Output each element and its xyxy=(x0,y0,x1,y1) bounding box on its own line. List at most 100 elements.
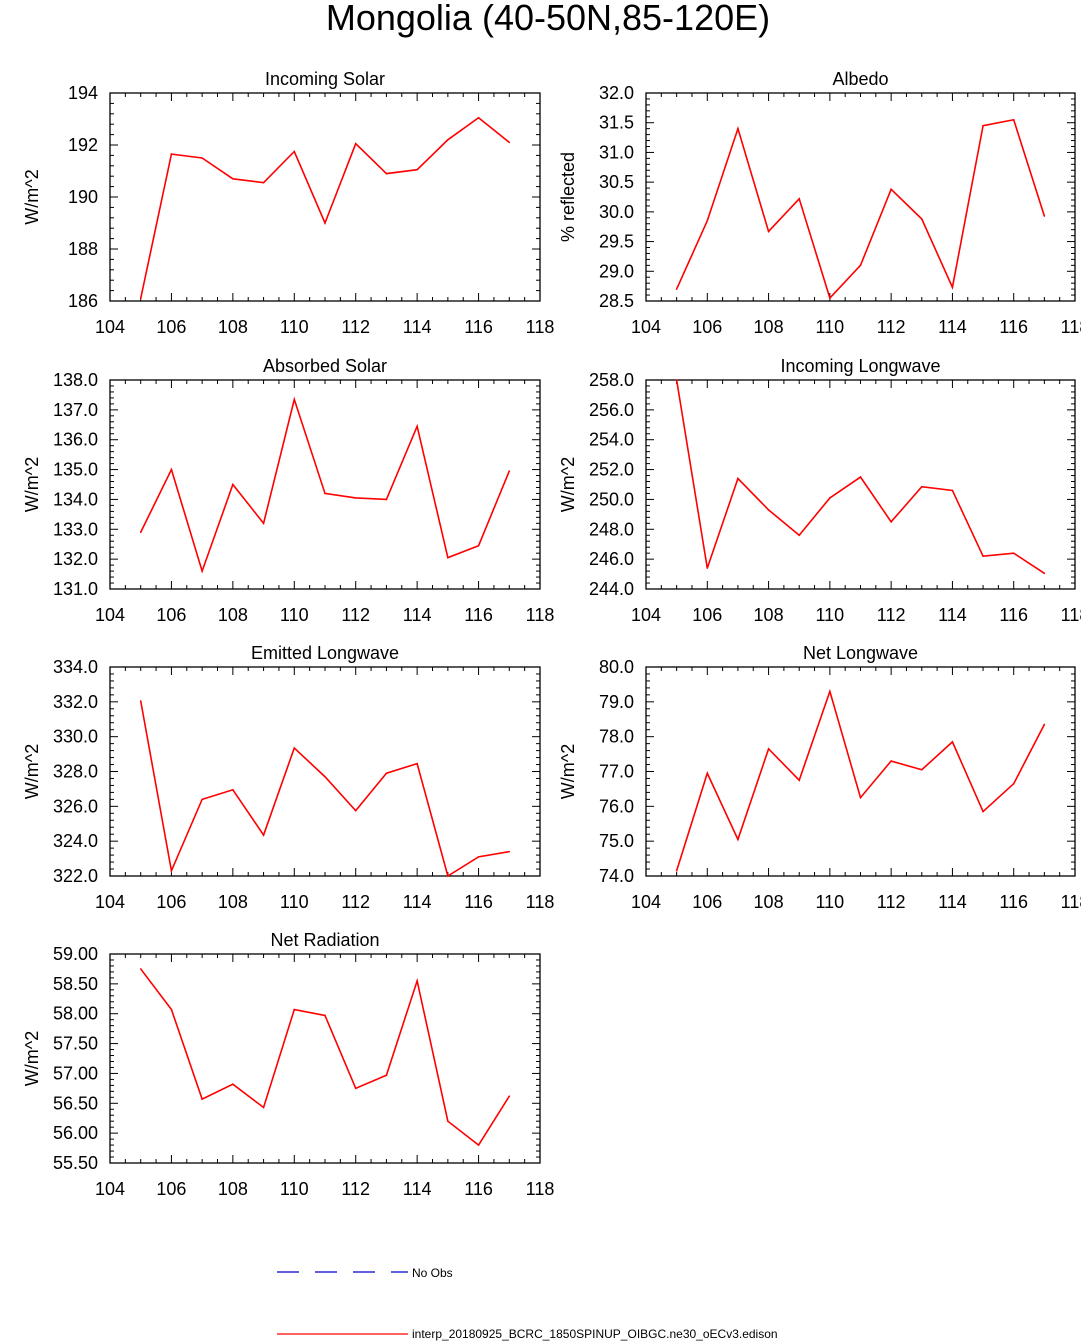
y-tick-label: 76.0 xyxy=(599,796,634,816)
data-point xyxy=(324,492,326,495)
y-tick-label: 29.0 xyxy=(599,261,634,281)
x-tick-label: 112 xyxy=(341,1179,370,1199)
legend-model-label: interp_20180925_BCRC_1850SPINUP_OIBGC.ne… xyxy=(412,1327,778,1341)
data-point xyxy=(293,747,296,749)
data-point xyxy=(354,142,357,145)
data-point xyxy=(477,544,480,547)
y-tick-label: 258.0 xyxy=(589,370,634,390)
y-tick-label: 133.0 xyxy=(53,519,98,539)
x-tick-label: 112 xyxy=(877,605,906,625)
y-axis-label: % reflected xyxy=(558,152,578,242)
y-tick-label: 250.0 xyxy=(589,489,634,509)
x-tick-label: 110 xyxy=(280,317,309,337)
x-tick-label: 112 xyxy=(877,317,906,337)
x-tick-label: 104 xyxy=(95,605,125,625)
y-tick-label: 190 xyxy=(68,187,98,207)
plot-frame xyxy=(109,379,541,590)
y-tick-label: 134.0 xyxy=(53,489,98,509)
data-point xyxy=(416,425,418,428)
data-point xyxy=(324,1014,326,1017)
data-point xyxy=(798,197,801,200)
data-point xyxy=(262,834,265,836)
chart-title: Net Radiation xyxy=(270,930,379,950)
y-tick-label: 194 xyxy=(68,83,98,103)
y-tick-label: 74.0 xyxy=(599,866,634,886)
x-tick-label: 106 xyxy=(692,317,722,337)
y-tick-label: 136.0 xyxy=(53,430,98,450)
chart-albedo: Albedo % reflected 104 106 108 110 112 114 116 11… xyxy=(558,69,1081,337)
data-point xyxy=(675,869,678,872)
x-tick-label: 114 xyxy=(938,317,967,337)
x-tick-label: 108 xyxy=(218,1179,248,1199)
data-point xyxy=(232,483,234,486)
plot-frame xyxy=(109,92,541,302)
data-point xyxy=(982,555,984,557)
y-tick-label: 328.0 xyxy=(53,762,98,782)
x-tick-label: 108 xyxy=(218,892,248,912)
x-tick-label: 118 xyxy=(1061,317,1081,337)
y-tick-label: 246.0 xyxy=(589,549,634,569)
plot-frame xyxy=(645,92,1076,302)
x-tick-label: 118 xyxy=(526,1179,555,1199)
y-tick-label: 131.0 xyxy=(53,579,98,599)
data-point xyxy=(262,522,265,525)
data-point xyxy=(354,1087,357,1090)
data-point xyxy=(1012,552,1015,554)
x-tick-label: 108 xyxy=(754,605,784,625)
chart-net-radiation: Net Radiation W/m^2 104 106 108 110 112 114 116 1… xyxy=(22,930,554,1199)
data-point xyxy=(447,875,449,877)
x-tick-label: 110 xyxy=(816,892,845,912)
x-tick-label: 106 xyxy=(156,1179,186,1199)
y-tick-label: 29.5 xyxy=(599,232,634,252)
data-point xyxy=(508,1095,511,1097)
x-tick-label: 104 xyxy=(95,317,125,337)
data-point xyxy=(139,297,142,300)
data-point xyxy=(354,809,357,812)
data-point xyxy=(139,531,142,534)
data-point xyxy=(416,762,418,765)
plot-frame xyxy=(109,666,541,877)
data-point xyxy=(1012,118,1015,121)
y-tick-label: 55.50 xyxy=(53,1153,98,1173)
y-tick-label: 244.0 xyxy=(589,579,634,599)
data-point xyxy=(416,980,418,982)
y-tick-label: 324.0 xyxy=(53,831,98,851)
y-tick-label: 252.0 xyxy=(589,460,634,480)
x-tick-label: 108 xyxy=(218,605,248,625)
chart-title: Absorbed Solar xyxy=(263,356,387,376)
data-point xyxy=(139,968,142,970)
data-point xyxy=(508,470,511,472)
series-line xyxy=(139,396,511,574)
x-tick-label: 104 xyxy=(631,317,661,337)
data-point xyxy=(920,218,923,220)
data-point xyxy=(859,796,862,799)
y-tick-label: 79.0 xyxy=(599,692,634,712)
data-point xyxy=(385,1074,388,1077)
x-tick-label: 118 xyxy=(526,317,555,337)
x-tick-label: 112 xyxy=(341,605,370,625)
chart-incoming-longwave: Incoming Longwave W/m^2 104 106 108 110 112 114… xyxy=(558,356,1081,625)
x-tick-label: 110 xyxy=(816,317,845,337)
data-point xyxy=(232,1083,234,1085)
data-point xyxy=(447,556,449,559)
data-point xyxy=(798,779,801,782)
x-tick-label: 104 xyxy=(95,892,125,912)
x-tick-label: 106 xyxy=(156,317,186,337)
data-point xyxy=(890,188,892,191)
x-tick-label: 116 xyxy=(999,892,1028,912)
data-point xyxy=(1043,723,1046,726)
chart-incoming-solar: Incoming Solar W/m^2 104 106 108 110 112 114 116… xyxy=(22,69,554,337)
y-tick-label: 135.0 xyxy=(53,460,98,480)
chart-net-longwave: Net Longwave W/m^2 104 106 108 110 112 114 116 11… xyxy=(558,643,1081,912)
data-point xyxy=(951,489,954,492)
data-point xyxy=(354,497,357,499)
data-point xyxy=(767,748,770,750)
y-tick-label: 31.5 xyxy=(599,113,634,133)
data-point xyxy=(508,141,511,144)
y-tick-label: 256.0 xyxy=(589,400,634,420)
data-point xyxy=(324,775,326,778)
data-point xyxy=(477,1144,480,1146)
x-tick-label: 112 xyxy=(341,892,370,912)
data-point xyxy=(1012,782,1015,785)
series-line xyxy=(139,116,510,299)
